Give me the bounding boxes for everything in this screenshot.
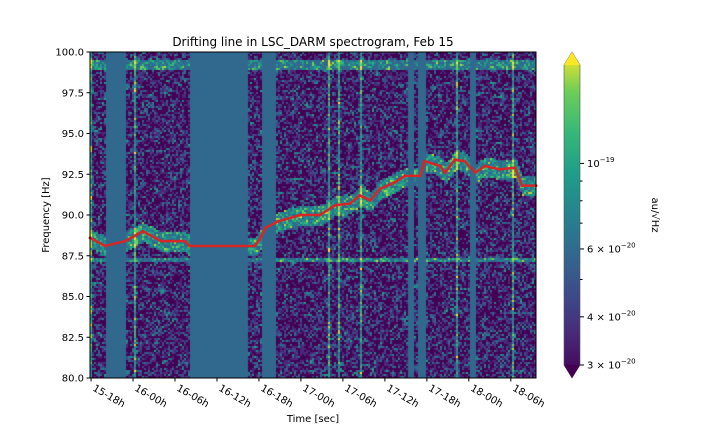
y-tick-label: 100.0: [55, 48, 84, 59]
track-point: [333, 203, 337, 207]
track-point: [253, 244, 257, 248]
track-point: [393, 180, 397, 184]
track-point: [141, 229, 145, 233]
colorbar-tick-exponent: −20: [621, 241, 636, 249]
track-point: [403, 174, 407, 178]
y-axis-label: Frequency [Hz]: [41, 177, 52, 253]
track-point: [103, 244, 107, 248]
colorbar-tick-label: 10−19: [587, 156, 615, 170]
y-tick-label: 97.5: [62, 88, 84, 99]
track-point: [318, 213, 322, 217]
track-point: [423, 159, 427, 163]
x-axis-label: Time [sec]: [286, 414, 339, 425]
y-tick-label: 90.0: [62, 211, 84, 222]
track-point: [498, 167, 502, 171]
chart-title: Drifting line in LSC_DARM spectrogram, F…: [172, 35, 453, 49]
x-tick-label: 17-06h: [342, 383, 378, 410]
colorbar-tick-label: 6 × 10−20: [587, 241, 636, 255]
y-tick-label: 95.0: [62, 129, 84, 140]
track-point: [443, 171, 447, 175]
track-point: [463, 159, 467, 163]
y-tick-label: 82.5: [62, 333, 84, 344]
x-axis: 15-18h 16-00h 16-06h 16-12h 16-18h 17-00h 17-0…: [90, 378, 546, 410]
tracked-line-group: [88, 158, 538, 248]
colorbar-extend-min: [564, 365, 580, 378]
track-point: [159, 239, 163, 243]
x-tick-label: 16-12h: [216, 383, 252, 410]
x-tick-label: 15-18h: [91, 383, 127, 410]
y-tick-label: 85.0: [62, 292, 84, 303]
track-point: [368, 198, 372, 202]
x-tick-label: 17-12h: [384, 383, 420, 410]
track-point: [520, 184, 524, 188]
colorbar-tick-base: 6 × 10: [587, 244, 621, 255]
track-point: [183, 239, 187, 243]
track-point: [513, 166, 517, 170]
colorbar-extend-max: [564, 52, 580, 65]
colorbar-tick-exponent: −20: [621, 358, 636, 366]
x-tick-label: 16-18h: [258, 383, 294, 410]
y-tick-label: 80.0: [62, 374, 84, 385]
track-point: [276, 220, 280, 224]
y-tick-label: 87.5: [62, 251, 84, 262]
track-point: [123, 239, 127, 243]
colorbar-body: [563, 51, 581, 379]
x-tick-label: 18-00h: [468, 383, 504, 410]
colorbar-tick-label: 3 × 10−20: [587, 358, 636, 372]
track-point: [258, 237, 262, 241]
x-tick-label: 16-06h: [175, 383, 211, 410]
x-tick-label: 17-00h: [300, 383, 336, 410]
colorbar-tick-base: 4 × 10: [587, 312, 621, 323]
colorbar-tick-exponent: −20: [621, 309, 636, 317]
colorbar-tick-base: 3 × 10: [587, 361, 621, 372]
track-point: [438, 164, 442, 168]
track-point: [418, 174, 422, 178]
y-axis: 80.0 82.5 85.0 87.5 90.0 92.5 95.0 97.5 100.0: [55, 48, 90, 385]
colorbar-tick-label: 4 × 10−20: [587, 309, 636, 323]
track-point: [453, 158, 457, 162]
track-point: [473, 171, 477, 175]
x-tick-label: 17-18h: [426, 383, 462, 410]
track-point: [348, 202, 352, 206]
tracked-line: [89, 158, 536, 248]
track-point: [188, 244, 192, 248]
track-point: [483, 164, 487, 168]
colorbar-label: au/√Hz: [649, 198, 660, 233]
y-tick-label: 92.5: [62, 170, 84, 181]
track-point: [298, 213, 302, 217]
colorbar-tick-base: 10: [587, 159, 600, 170]
x-tick-label: 16-00h: [133, 383, 169, 410]
track-point: [263, 226, 267, 230]
colorbar-tick-exponent: −19: [600, 156, 615, 164]
track-point: [378, 187, 382, 191]
track-point: [358, 193, 362, 197]
x-tick-label: 18-06h: [510, 383, 546, 410]
colorbar: 10−196 × 10−204 × 10−203 × 10−20 au/√Hz: [563, 51, 660, 379]
